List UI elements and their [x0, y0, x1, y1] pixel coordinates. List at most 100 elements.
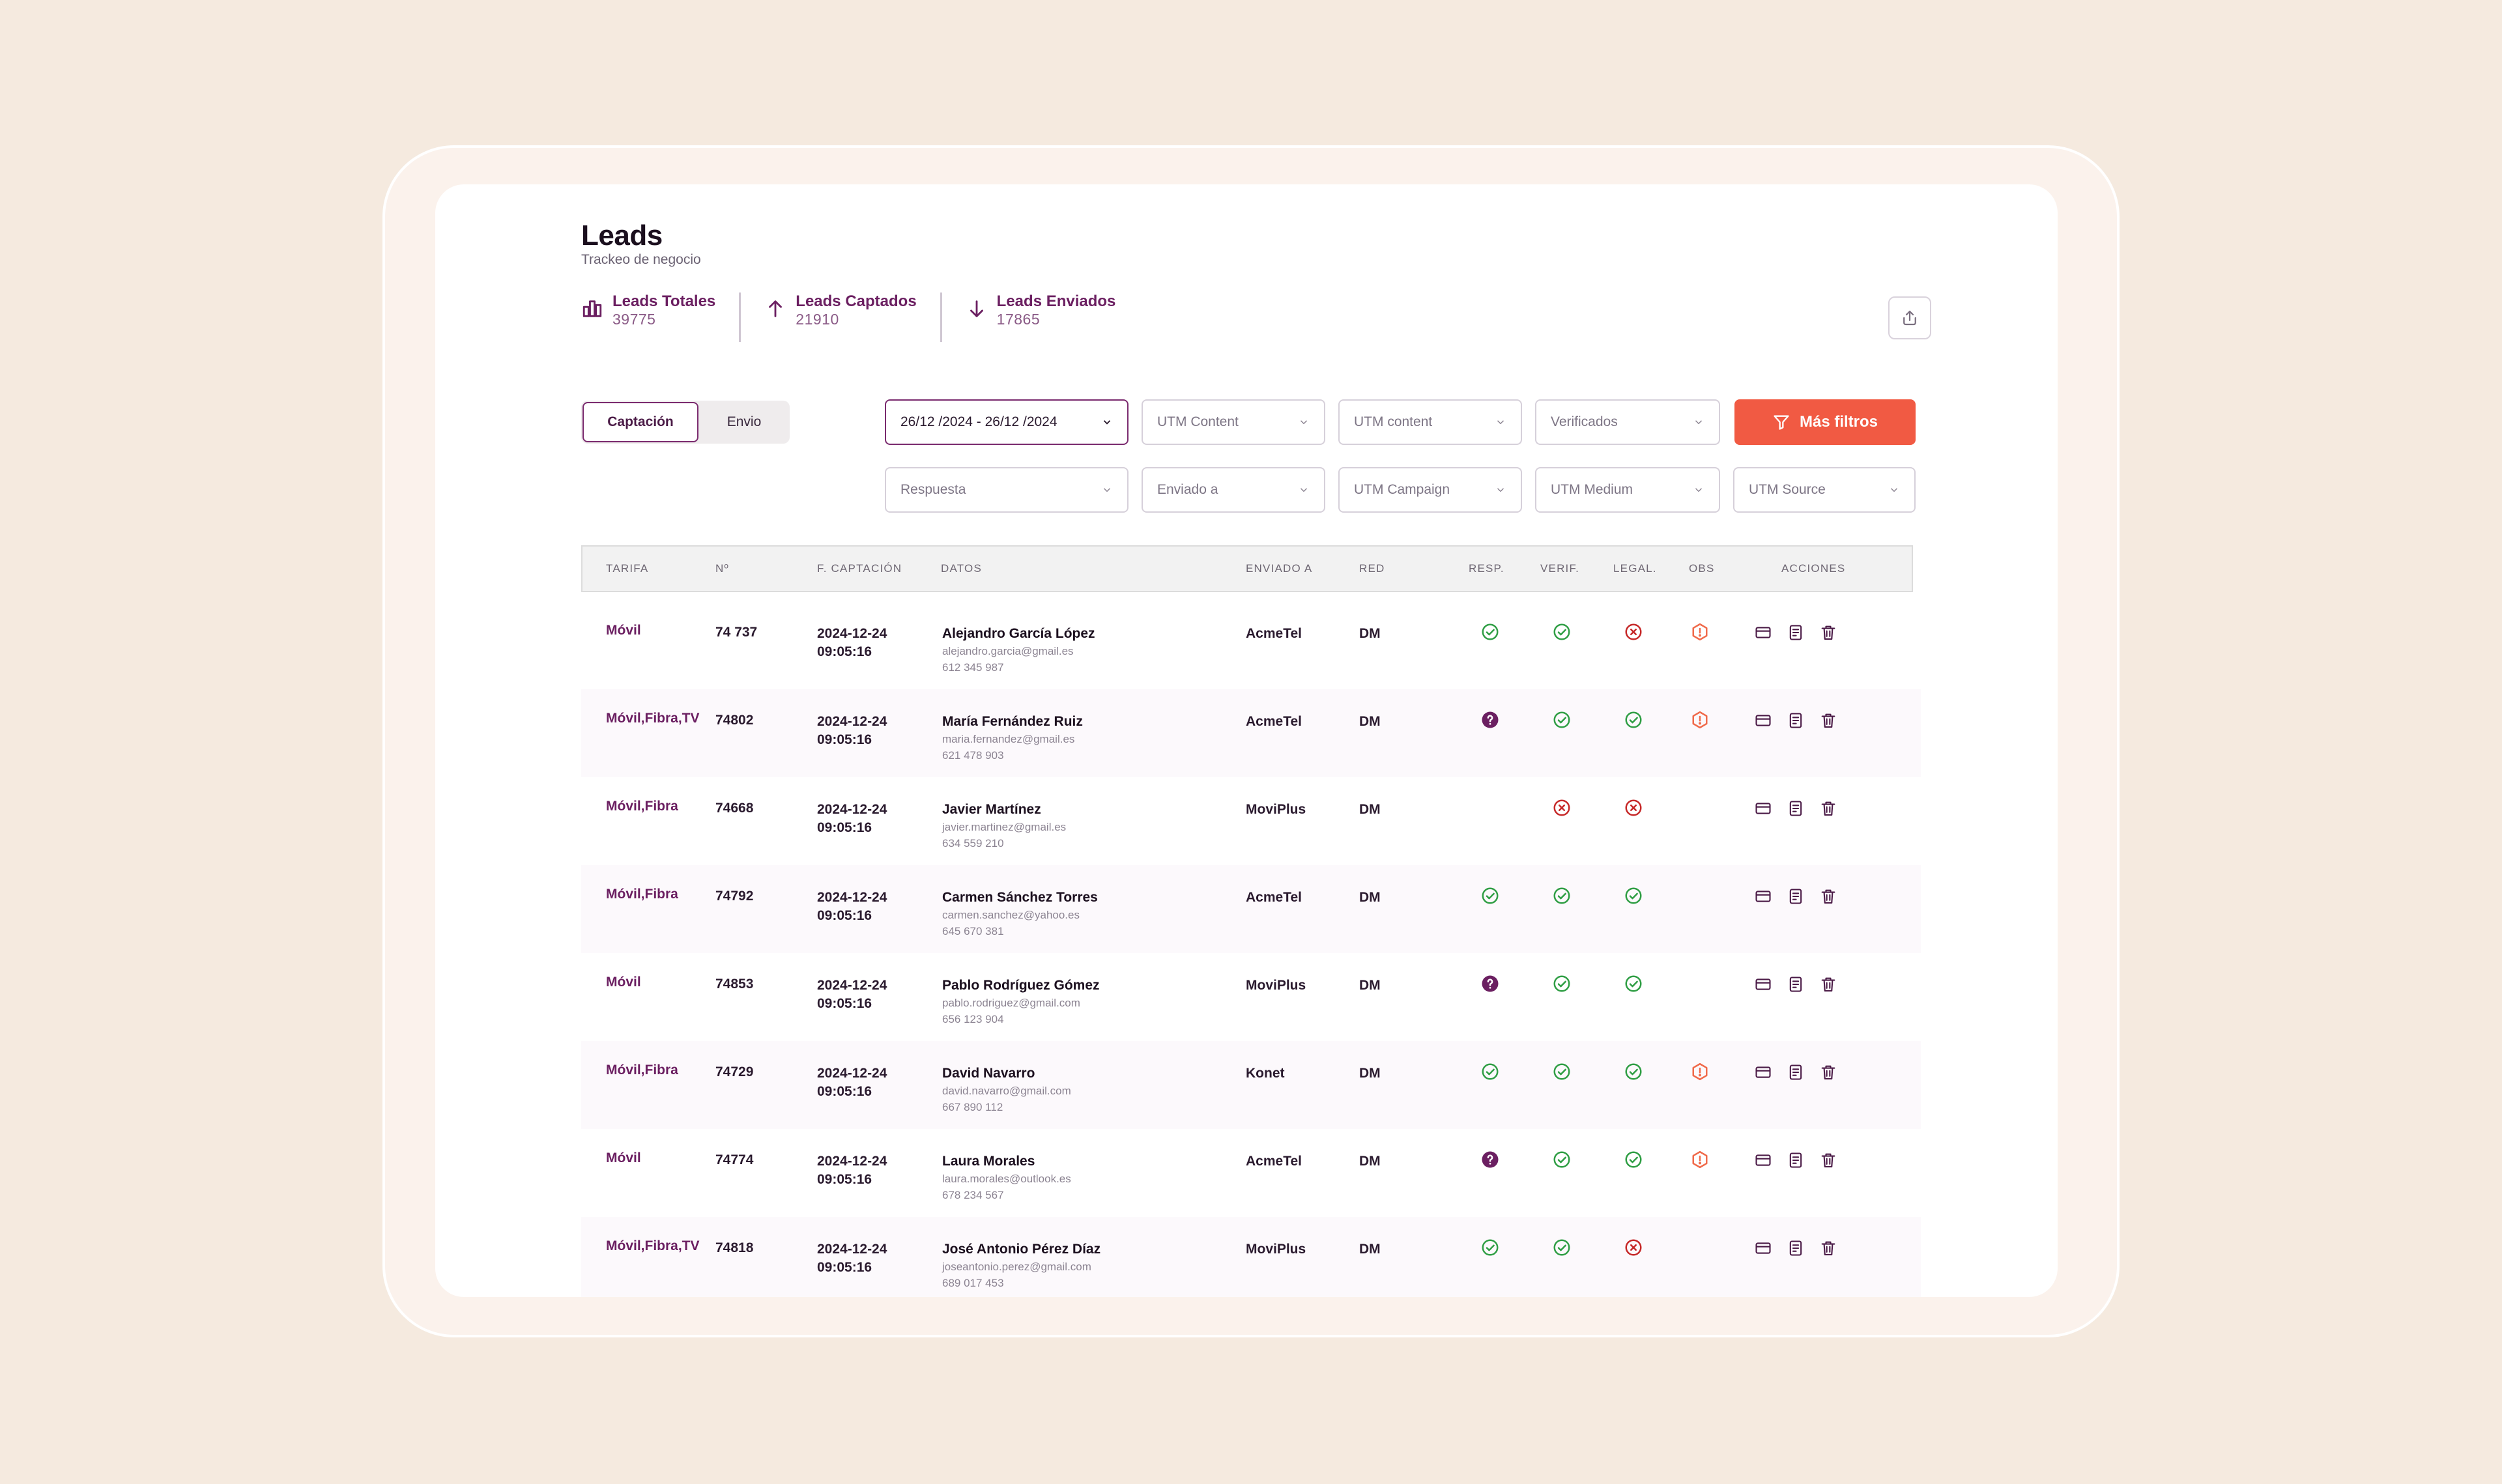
utm-medium-select[interactable]: UTM Medium: [1535, 467, 1720, 513]
x-circle-icon[interactable]: [1624, 1238, 1643, 1257]
credit-card-icon[interactable]: [1754, 711, 1772, 730]
lead-phone: 645 670 381: [942, 925, 1004, 937]
x-circle-icon[interactable]: [1552, 798, 1572, 818]
more-filters-label: Más filtros: [1799, 413, 1878, 431]
stat-label: Leads Captados: [796, 293, 917, 310]
table-row[interactable]: Móvil 74774 2024-12-24 09:05:16 Laura Morale…: [581, 1129, 1921, 1217]
toggle-envio[interactable]: Envio: [726, 414, 762, 429]
alert-hexagon-icon[interactable]: [1690, 622, 1710, 642]
lead-phone: 667 890 112: [942, 1101, 1003, 1113]
credit-card-icon[interactable]: [1754, 1239, 1772, 1257]
select-label: Respuesta: [900, 482, 966, 497]
check-circle-icon[interactable]: [1624, 1150, 1643, 1169]
select-label: UTM Medium: [1551, 482, 1633, 497]
enviado-a-select[interactable]: Enviado a: [1142, 467, 1325, 513]
credit-card-icon[interactable]: [1754, 1063, 1772, 1081]
utm-content-2-select[interactable]: UTM content: [1338, 399, 1522, 445]
document-icon[interactable]: [1787, 799, 1805, 818]
document-icon[interactable]: [1787, 1151, 1805, 1169]
check-circle-icon[interactable]: [1552, 622, 1572, 642]
question-circle-icon[interactable]: [1480, 974, 1500, 993]
trash-icon[interactable]: [1819, 975, 1837, 993]
check-circle-icon[interactable]: [1624, 710, 1643, 730]
document-icon[interactable]: [1787, 1239, 1805, 1257]
check-circle-icon[interactable]: [1552, 886, 1572, 906]
check-circle-icon[interactable]: [1552, 974, 1572, 993]
export-button[interactable]: [1888, 296, 1931, 339]
alert-hexagon-icon[interactable]: [1690, 1062, 1710, 1081]
trash-icon[interactable]: [1819, 623, 1837, 642]
cell-tarifa: Móvil: [606, 975, 641, 990]
credit-card-icon[interactable]: [1754, 623, 1772, 642]
cell-enviado: MoviPlus: [1246, 802, 1306, 817]
check-circle-icon[interactable]: [1480, 1238, 1500, 1257]
credit-card-icon[interactable]: [1754, 1151, 1772, 1169]
toggle-captacion[interactable]: Captación: [582, 402, 698, 442]
check-circle-icon[interactable]: [1480, 1062, 1500, 1081]
document-icon[interactable]: [1787, 1063, 1805, 1081]
cell-date: 2024-12-24: [817, 1242, 887, 1257]
utm-content-select[interactable]: UTM Content: [1142, 399, 1325, 445]
row-actions: [1754, 623, 1837, 642]
x-circle-icon[interactable]: [1624, 798, 1643, 818]
table-row[interactable]: Móvil,Fibra,TV 74802 2024-12-24 09:05:16 Mar…: [581, 689, 1921, 777]
stat-value: 39775: [612, 311, 656, 328]
check-circle-icon[interactable]: [1480, 622, 1500, 642]
leads-card: Leads Trackeo de negocio Leads Totales 3…: [435, 184, 2058, 1297]
check-circle-icon[interactable]: [1624, 886, 1643, 906]
alert-hexagon-icon[interactable]: [1690, 1150, 1710, 1169]
upload-icon: [1903, 310, 1916, 326]
more-filters-button[interactable]: Más filtros: [1734, 399, 1916, 445]
lead-email: laura.morales@outlook.es: [942, 1173, 1071, 1185]
check-circle-icon[interactable]: [1480, 886, 1500, 906]
table-row[interactable]: Móvil 74 737 2024-12-24 09:05:16 Alejandro G…: [581, 601, 1921, 689]
alert-hexagon-icon[interactable]: [1690, 710, 1710, 730]
credit-card-icon[interactable]: [1754, 975, 1772, 993]
cell-date: 2024-12-24: [817, 978, 887, 993]
table-row[interactable]: Móvil,Fibra 74729 2024-12-24 09:05:16 David …: [581, 1041, 1921, 1129]
table-row[interactable]: Móvil,Fibra 74668 2024-12-24 09:05:16 Javier…: [581, 777, 1921, 865]
check-circle-icon[interactable]: [1624, 974, 1643, 993]
cell-fecha: 2024-12-24 09:05:16: [817, 889, 887, 925]
question-circle-icon[interactable]: [1480, 1150, 1500, 1169]
question-circle-icon[interactable]: [1480, 710, 1500, 730]
verificados-select[interactable]: Verificados: [1535, 399, 1720, 445]
document-icon[interactable]: [1787, 887, 1805, 906]
trash-icon[interactable]: [1819, 1239, 1837, 1257]
table-row[interactable]: Móvil 74853 2024-12-24 09:05:16 Pablo Rodríg…: [581, 953, 1921, 1041]
th-num: Nº: [715, 562, 729, 575]
document-icon[interactable]: [1787, 623, 1805, 642]
utm-campaign-select[interactable]: UTM Campaign: [1338, 467, 1522, 513]
trash-icon[interactable]: [1819, 711, 1837, 730]
check-circle-icon[interactable]: [1552, 1150, 1572, 1169]
select-label: Enviado a: [1157, 482, 1218, 497]
trash-icon[interactable]: [1819, 887, 1837, 906]
cell-enviado: AcmeTel: [1246, 626, 1302, 641]
filter-icon: [1774, 415, 1789, 430]
trash-icon[interactable]: [1819, 1151, 1837, 1169]
select-label: Verificados: [1551, 414, 1618, 429]
trash-icon[interactable]: [1819, 1063, 1837, 1081]
x-circle-icon[interactable]: [1624, 622, 1643, 642]
row-actions: [1754, 1151, 1837, 1169]
check-circle-icon[interactable]: [1552, 710, 1572, 730]
check-circle-icon[interactable]: [1552, 1238, 1572, 1257]
document-icon[interactable]: [1787, 711, 1805, 730]
trash-icon[interactable]: [1819, 799, 1837, 818]
check-circle-icon[interactable]: [1552, 1062, 1572, 1081]
date-range-picker[interactable]: 26/12 /2024 - 26/12 /2024: [885, 399, 1129, 445]
table-row[interactable]: Móvil,Fibra,TV 74818 2024-12-24 09:05:16 Jos…: [581, 1217, 1921, 1297]
cell-fecha: 2024-12-24 09:05:16: [817, 1240, 887, 1277]
stats-bar: Leads Totales 39775 Leads Captados 21910: [581, 293, 1115, 345]
credit-card-icon[interactable]: [1754, 887, 1772, 906]
check-circle-icon[interactable]: [1624, 1062, 1643, 1081]
cell-fecha: 2024-12-24 09:05:16: [817, 801, 887, 837]
respuesta-select[interactable]: Respuesta: [885, 467, 1129, 513]
th-obs: OBS: [1689, 562, 1715, 575]
document-icon[interactable]: [1787, 975, 1805, 993]
table-row[interactable]: Móvil,Fibra 74792 2024-12-24 09:05:16 Carmen…: [581, 865, 1921, 953]
utm-source-select[interactable]: UTM Source: [1733, 467, 1916, 513]
credit-card-icon[interactable]: [1754, 799, 1772, 818]
cell-time: 09:05:16: [817, 996, 872, 1011]
cell-num: 74853: [715, 977, 754, 992]
